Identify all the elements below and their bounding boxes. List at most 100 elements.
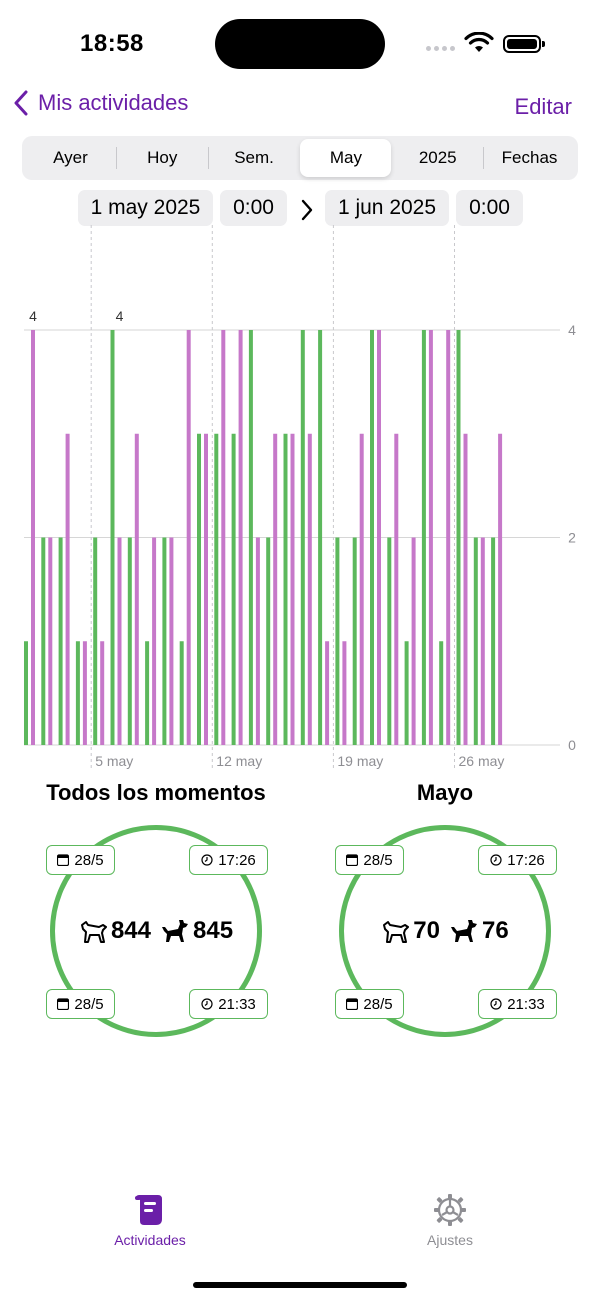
dog-outline-icon	[383, 921, 410, 943]
chart-bar	[283, 433, 288, 745]
chart-bar	[93, 537, 98, 745]
segment-hoy[interactable]: Hoy	[147, 148, 178, 167]
chart-bar	[145, 641, 150, 745]
bar-value-label: 4	[29, 308, 37, 324]
calendar-icon	[57, 998, 70, 1010]
x-tick-label: 19 may	[337, 753, 383, 769]
clock-icon	[490, 854, 502, 866]
chart-bar	[411, 537, 416, 745]
chart-bar	[342, 641, 347, 745]
segment-semana[interactable]: Sem.	[234, 148, 274, 167]
chart-bar	[41, 537, 46, 745]
first-date-chip: 28/5	[335, 845, 404, 875]
status-time: 18:58	[80, 30, 144, 57]
chart-bar	[231, 433, 236, 745]
chart-bar	[491, 537, 496, 745]
count-a: 70	[413, 917, 440, 944]
tab-actividades[interactable]: Actividades	[70, 1188, 230, 1248]
tab-ajustes-label: Ajustes	[427, 1232, 473, 1248]
y-tick-label: 4	[568, 322, 576, 338]
dog-outline-icon	[80, 921, 107, 943]
chart-bar	[473, 537, 478, 745]
end-date-button[interactable]: 1 jun 2025	[325, 190, 449, 226]
cellular-signal-icon	[426, 46, 455, 51]
chart-bar	[428, 330, 433, 745]
chart-bar	[370, 330, 374, 745]
chart-bar	[446, 330, 451, 745]
activity-bar-chart: 0 2 4 5 may 12 may 19 may 26 may 4 4	[24, 225, 576, 770]
chart-bar	[221, 330, 226, 745]
chart-bar	[238, 330, 243, 745]
segment-anio[interactable]: 2025	[418, 148, 457, 167]
summary-ring-all: 844 845 28/5 17:26 28/5 21:33	[46, 825, 268, 1037]
chart-bar	[248, 330, 253, 745]
gear-icon	[434, 1194, 466, 1226]
navigation-bar: Mis actividades Editar	[0, 88, 600, 128]
chart-bar	[387, 537, 392, 745]
calendar-icon	[346, 998, 359, 1010]
chart-bar	[58, 537, 63, 745]
start-date-button[interactable]: 1 may 2025	[78, 190, 213, 226]
chart-bar	[179, 641, 184, 745]
chart-bar	[266, 537, 271, 745]
segment-mes[interactable]: May	[300, 139, 392, 177]
tab-ajustes[interactable]: Ajustes	[370, 1188, 530, 1248]
battery-icon	[503, 35, 545, 53]
count-b: 845	[193, 917, 234, 944]
chart-bar	[359, 433, 364, 745]
first-date: 28/5	[74, 851, 104, 869]
y-tick-label: 0	[568, 737, 576, 753]
segment-ayer[interactable]: Ayer	[53, 148, 88, 167]
chart-bar	[307, 433, 312, 745]
segment-divider	[115, 147, 117, 169]
last-date: 28/5	[74, 995, 104, 1013]
home-indicator	[193, 1282, 407, 1288]
chart-bar	[273, 433, 278, 745]
chart-bar	[152, 537, 157, 745]
scroll-icon	[135, 1195, 162, 1225]
chart-bar	[498, 433, 503, 745]
chart-bar	[186, 330, 191, 745]
first-time-chip: 17:26	[478, 845, 557, 875]
tab-bar: Actividades Ajustes	[0, 1188, 600, 1258]
chart-bar	[404, 641, 409, 745]
tab-actividades-label: Actividades	[114, 1232, 186, 1248]
status-bar: 18:58	[0, 0, 600, 90]
calendar-icon	[57, 854, 70, 866]
chart-bar	[421, 330, 426, 745]
chart-bar	[439, 641, 444, 745]
chart-bar	[75, 641, 80, 745]
first-date-chip: 28/5	[46, 845, 115, 875]
chart-bar	[134, 433, 139, 745]
first-time: 17:26	[507, 851, 545, 869]
clock-icon	[201, 854, 213, 866]
count-b: 76	[482, 917, 509, 944]
last-time: 21:33	[507, 995, 545, 1013]
end-time-button[interactable]: 0:00	[456, 190, 523, 226]
y-tick-label: 2	[568, 530, 576, 546]
chart-bar	[24, 641, 28, 745]
chart-bar	[290, 433, 295, 745]
start-time-button[interactable]: 0:00	[220, 190, 287, 226]
segment-divider	[483, 147, 485, 169]
calendar-icon	[346, 854, 359, 866]
chart-bar	[335, 537, 340, 745]
x-tick-label: 26 may	[459, 753, 505, 769]
edit-button[interactable]: Editar	[514, 94, 572, 119]
summary-counts: 844 845	[55, 830, 257, 1032]
segment-divider	[207, 147, 209, 169]
chart-bar	[394, 433, 399, 745]
first-date: 28/5	[363, 851, 393, 869]
chart-bar	[300, 330, 305, 745]
x-tick-label: 12 may	[216, 753, 262, 769]
chart-bar	[456, 330, 461, 745]
dynamic-island	[215, 19, 385, 69]
summary-counts: 70 76	[344, 830, 546, 1032]
wifi-icon	[464, 32, 494, 52]
last-date: 28/5	[363, 995, 393, 1013]
chart-bar	[318, 330, 323, 745]
segment-fechas[interactable]: Fechas	[501, 148, 558, 167]
back-button[interactable]: Mis actividades	[14, 90, 188, 116]
first-time-chip: 17:26	[189, 845, 268, 875]
chart-bar	[162, 537, 167, 745]
